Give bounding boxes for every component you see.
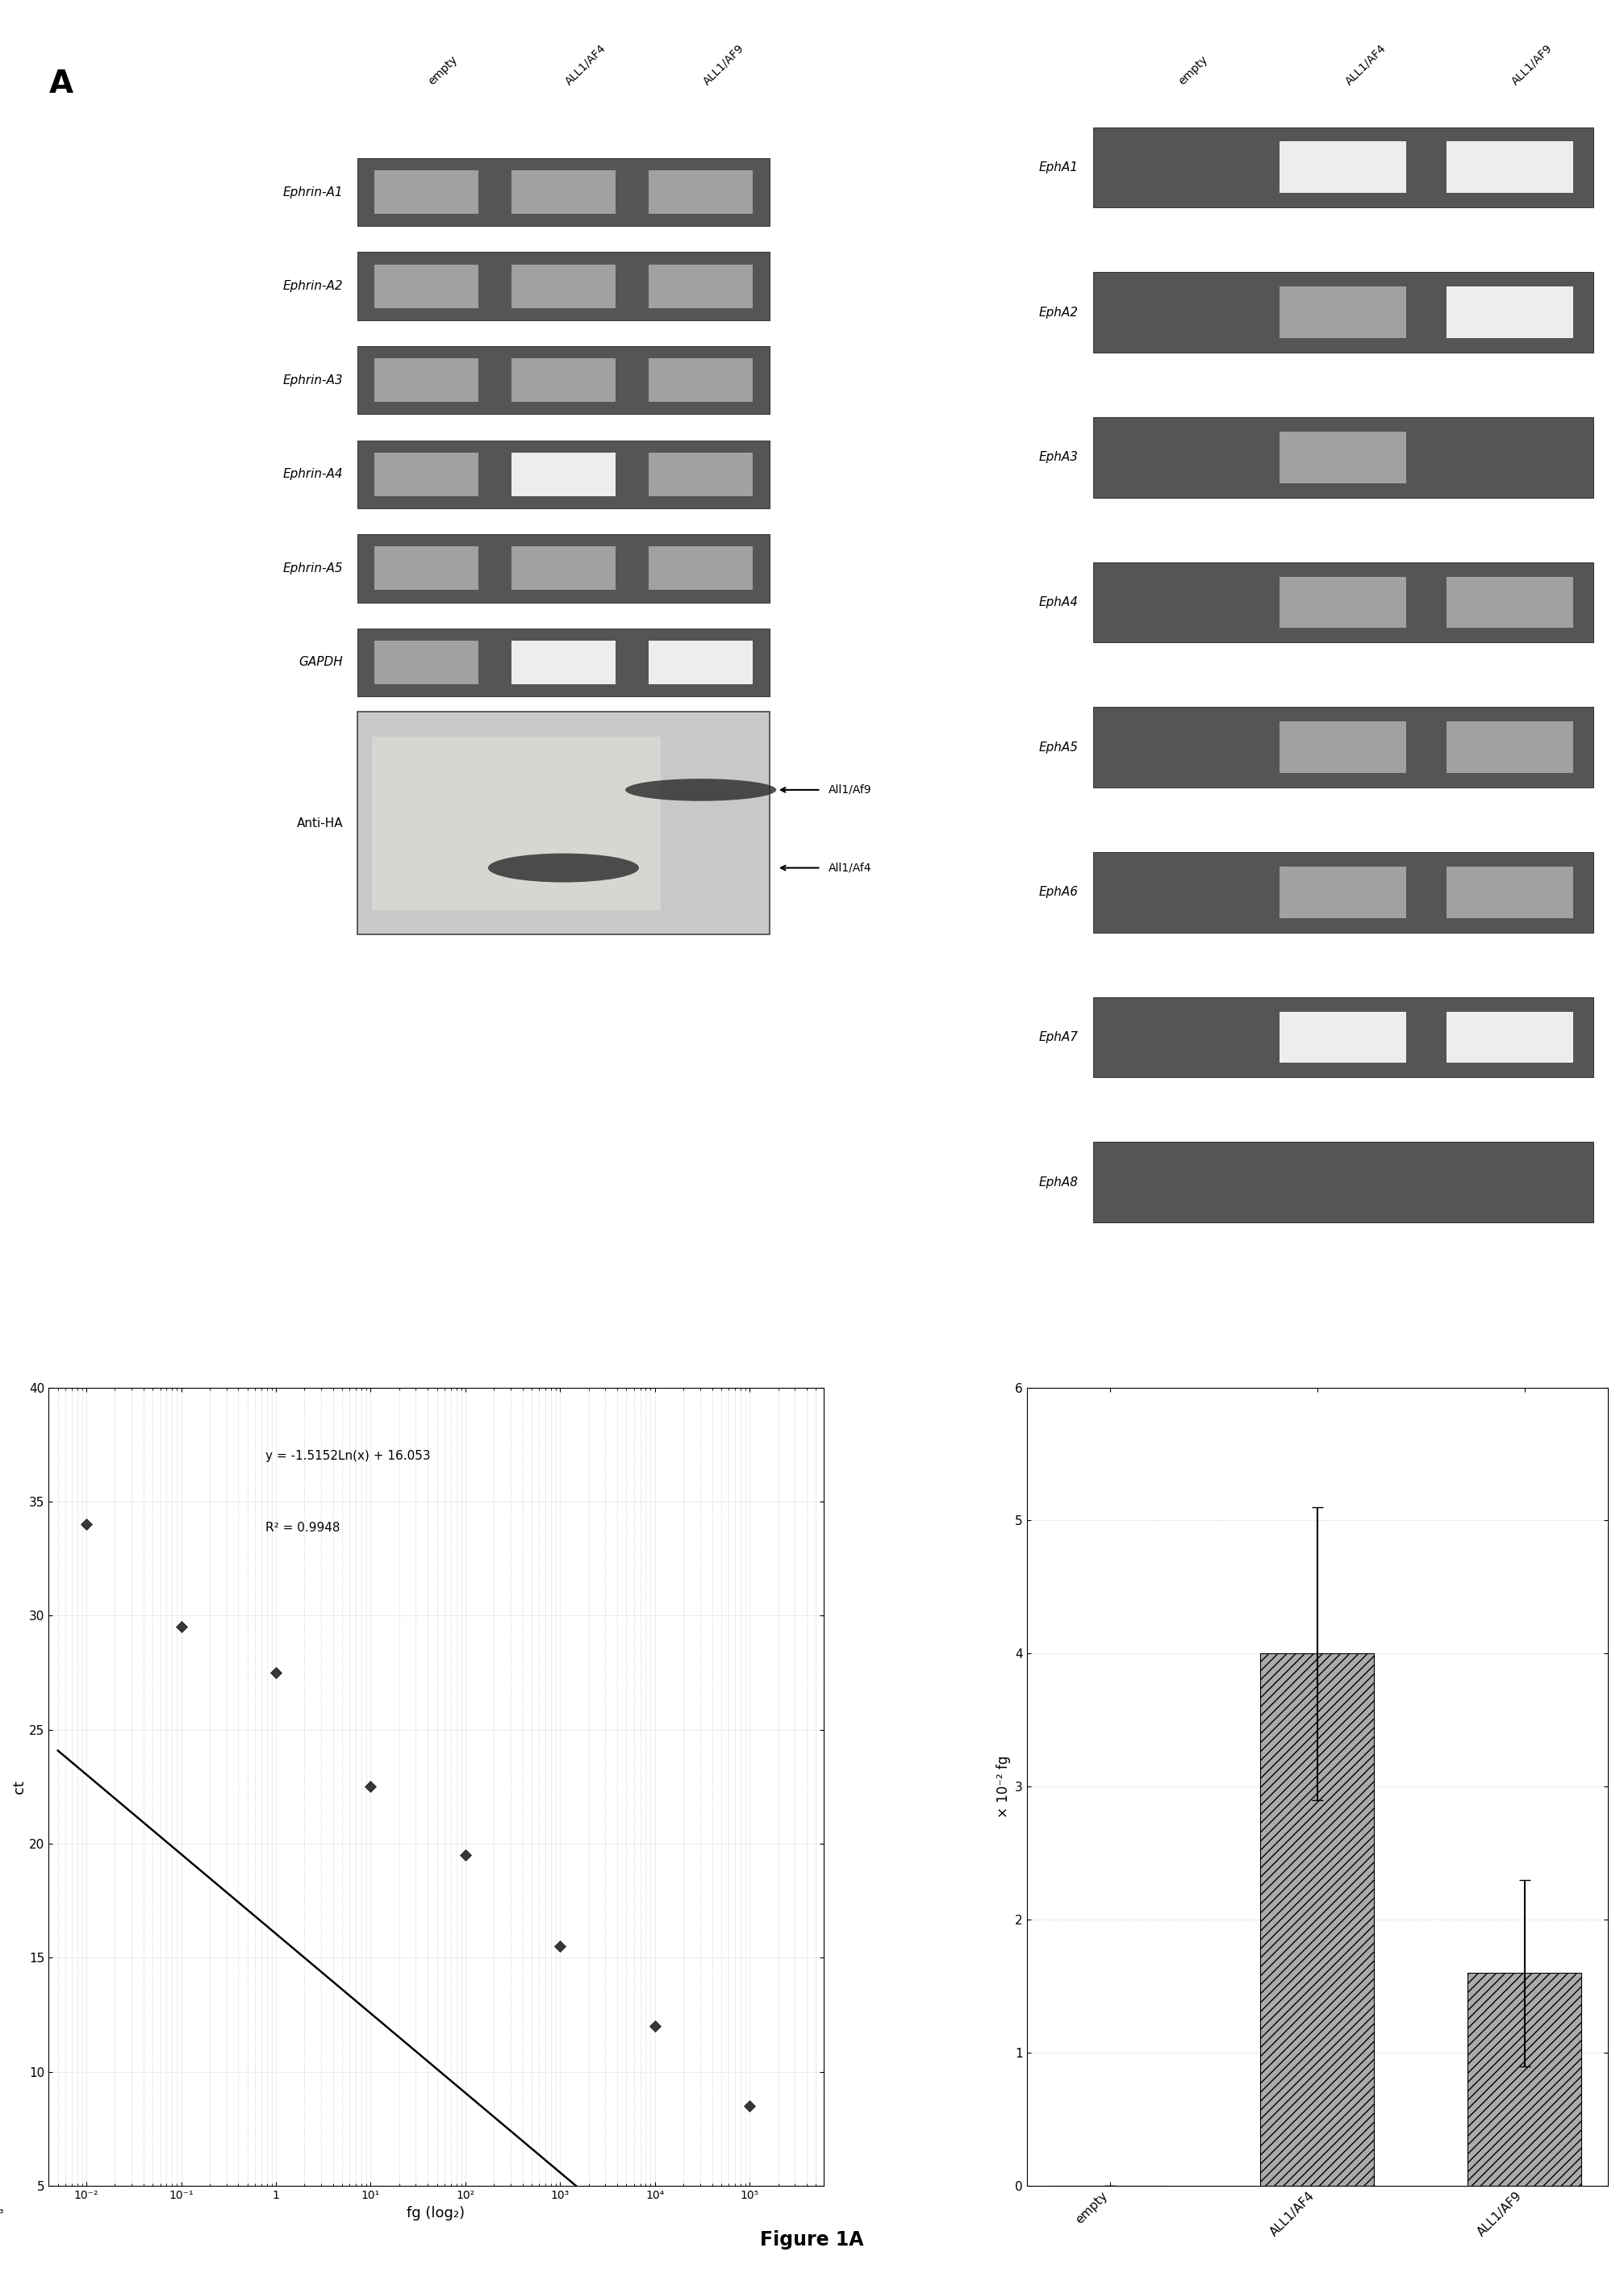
Bar xyxy=(1093,852,1593,934)
Text: EphA7: EphA7 xyxy=(1039,1031,1078,1043)
Bar xyxy=(1280,576,1406,628)
Text: EphA1: EphA1 xyxy=(1039,162,1078,173)
Ellipse shape xyxy=(625,779,776,802)
Bar xyxy=(1280,868,1406,918)
Bar xyxy=(648,264,754,307)
FancyBboxPatch shape xyxy=(372,738,661,911)
Bar xyxy=(374,640,479,683)
Text: Ephrin-A2: Ephrin-A2 xyxy=(283,280,343,291)
X-axis label: fg (log₂): fg (log₂) xyxy=(408,2206,464,2220)
Bar xyxy=(357,253,770,321)
Bar xyxy=(1093,1143,1593,1223)
Bar xyxy=(1260,1653,1374,2186)
Text: Ephrin-A4: Ephrin-A4 xyxy=(283,469,343,480)
Bar xyxy=(1447,576,1574,628)
Bar xyxy=(357,628,770,697)
Bar xyxy=(1280,722,1406,772)
Text: All1/Af9: All1/Af9 xyxy=(828,783,872,795)
Text: Figure 1A: Figure 1A xyxy=(760,2229,864,2250)
Bar xyxy=(648,546,754,590)
Text: empty: empty xyxy=(1176,52,1210,87)
Bar xyxy=(374,264,479,307)
Bar xyxy=(374,453,479,496)
Text: Anti-HA: Anti-HA xyxy=(297,817,343,829)
Bar xyxy=(357,157,770,225)
Text: A: A xyxy=(49,68,73,98)
Bar xyxy=(1447,287,1574,337)
Bar xyxy=(648,453,754,496)
Bar xyxy=(1447,1011,1574,1063)
Bar xyxy=(512,453,615,496)
Bar xyxy=(512,546,615,590)
Text: y = -1.5152Ln(x) + 16.053: y = -1.5152Ln(x) + 16.053 xyxy=(266,1450,430,1462)
Bar xyxy=(648,171,754,214)
Text: ALL1/AF4: ALL1/AF4 xyxy=(564,41,609,87)
Text: EphA2: EphA2 xyxy=(1039,305,1078,319)
Bar xyxy=(357,535,770,603)
Bar xyxy=(1280,287,1406,337)
Bar xyxy=(648,640,754,683)
Bar xyxy=(512,264,615,307)
Bar xyxy=(374,357,479,403)
Text: ALL1/AF4: ALL1/AF4 xyxy=(1343,41,1389,87)
Text: GAPDH: GAPDH xyxy=(299,656,343,669)
Text: ALL1/AF9: ALL1/AF9 xyxy=(702,41,745,87)
Text: ALL1/AF9: ALL1/AF9 xyxy=(1510,41,1554,87)
Bar xyxy=(648,357,754,403)
Bar xyxy=(1093,417,1593,496)
Text: EphA4: EphA4 xyxy=(1039,597,1078,608)
Bar xyxy=(1093,271,1593,353)
Text: Ephrin-A3: Ephrin-A3 xyxy=(283,373,343,387)
Bar xyxy=(1447,868,1574,918)
Text: empty: empty xyxy=(425,52,460,87)
Bar xyxy=(1280,433,1406,483)
Text: 10⁻³: 10⁻³ xyxy=(0,2209,3,2220)
Bar xyxy=(1468,1972,1582,2186)
Text: EphA3: EphA3 xyxy=(1039,451,1078,462)
FancyBboxPatch shape xyxy=(357,713,770,934)
Text: R² = 0.9948: R² = 0.9948 xyxy=(266,1521,341,1535)
Text: EphA8: EphA8 xyxy=(1039,1177,1078,1189)
Bar xyxy=(1447,722,1574,772)
Bar xyxy=(374,546,479,590)
Bar xyxy=(1280,1011,1406,1063)
Bar xyxy=(1093,562,1593,642)
Bar xyxy=(1280,141,1406,194)
Bar xyxy=(1093,128,1593,207)
Bar xyxy=(1093,708,1593,788)
Bar xyxy=(512,171,615,214)
Bar xyxy=(374,171,479,214)
Text: Ephrin-A1: Ephrin-A1 xyxy=(283,187,343,198)
Text: EphA5: EphA5 xyxy=(1039,742,1078,754)
Y-axis label: ct: ct xyxy=(13,1781,28,1794)
Bar xyxy=(1093,997,1593,1077)
Ellipse shape xyxy=(487,854,638,881)
Bar xyxy=(512,357,615,403)
Bar xyxy=(357,346,770,414)
Bar xyxy=(512,640,615,683)
Bar xyxy=(1447,141,1574,194)
Y-axis label: × 10⁻² fg: × 10⁻² fg xyxy=(996,1756,1010,1817)
Text: EphA6: EphA6 xyxy=(1039,886,1078,899)
Bar xyxy=(357,439,770,508)
Text: All1/Af4: All1/Af4 xyxy=(828,863,872,874)
Text: Ephrin-A5: Ephrin-A5 xyxy=(283,562,343,574)
